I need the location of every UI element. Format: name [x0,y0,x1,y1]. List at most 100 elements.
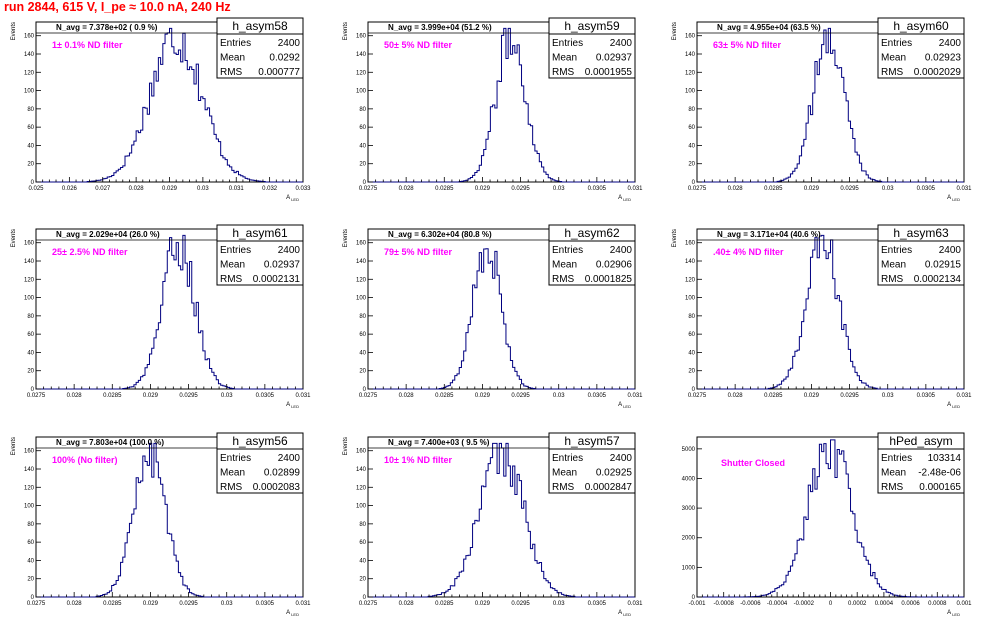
stats-key-rms: RMS [220,274,243,285]
y-tick-label: 5000 [682,447,696,453]
x-tick-label: 0.029 [804,186,820,192]
histogram-line [36,27,303,183]
plot-frame [35,436,304,598]
y-tick-label: 2000 [682,536,696,542]
y-tick-label: 40 [359,350,366,356]
histogram-panel-h_asym60: 0.0275 0.028 0.0285 0.029 0.0295 0.03 0.0305 0.… [672,17,972,202]
filter-annotation: 63± 5% ND filter [713,40,781,50]
y-tick-label: 140 [24,259,35,265]
stats-box [877,224,965,286]
x-tick-label: 0.03 [882,393,894,399]
y-tick-label: 60 [27,332,34,338]
stats-key-rms: RMS [881,67,904,78]
x-tick-label: 0.031 [295,393,311,399]
plot-frame [35,228,304,390]
stats-box [548,17,636,79]
stats-key-mean: Mean [220,260,245,271]
stats-title: h_asym57 [564,434,620,448]
panel-grid: 0.025 0.026 0.027 0.028 0.029 0.03 0.031 0.032 0… [11,17,972,617]
y-tick-label: 140 [356,52,367,58]
y-tick-label: 160 [24,241,35,247]
y-tick-label: 0 [692,595,696,601]
stats-value-mean: 0.02915 [925,260,962,271]
plot-frame [367,21,636,183]
y-tick-label: 0 [363,180,367,186]
y-tick-label: 40 [359,143,366,149]
navg-label: N_avg = 3.999e+04 (51.2 %) [388,23,492,32]
stats-value-rms: 0.0002083 [253,482,301,493]
x-tick-label: 0.0295 [840,186,859,192]
x-tick-label: 0.001 [956,601,972,607]
stats-title: h_asym58 [232,19,288,33]
x-tick-label: 0.0275 [359,186,378,192]
y-tick-label: 100 [24,296,35,302]
stats-key-entries: Entries [220,245,251,256]
stats-value-entries: 2400 [278,245,301,256]
stats-box [216,224,304,286]
stats-value-rms: 0.000165 [919,482,961,493]
x-tick-label: 0.031 [956,393,972,399]
stats-title: h_asym63 [893,226,949,240]
x-tick-label: 0.0275 [688,393,707,399]
y-tick-label: 140 [24,52,35,58]
stats-key-mean: Mean [881,260,906,271]
x-axis-title: A LED [286,195,299,202]
x-tick-label: 0.03 [553,393,565,399]
y-tick-label: 20 [27,369,34,375]
x-tick-label: 0.026 [62,186,78,192]
y-tick-label: 80 [359,314,366,320]
y-tick-label: 120 [685,277,696,283]
stats-title: h_asym62 [564,226,620,240]
y-tick-label: 140 [356,467,367,473]
x-axis-title: A LED [947,610,960,617]
stats-key-mean: Mean [552,53,577,64]
y-tick-label: 120 [24,277,35,283]
x-tick-label: 0.028 [399,601,415,607]
y-tick-label: 120 [356,277,367,283]
x-tick-label: 0.03 [221,601,233,607]
y-tick-label: 160 [685,241,696,247]
x-tick-label: 0.03 [553,601,565,607]
x-tick-label: 0.0305 [256,393,275,399]
x-tick-label: 0.028 [728,393,744,399]
y-tick-label: 80 [359,107,366,113]
x-tick-label: 0.03 [221,393,233,399]
stats-box [877,432,965,494]
histogram-panel-h_asym59: 0.0275 0.028 0.0285 0.029 0.0295 0.03 0.0305 0.… [343,17,643,202]
y-tick-label: 20 [359,577,366,583]
y-tick-label: 160 [685,34,696,40]
stats-value-entries: 2400 [939,38,962,49]
stats-key-entries: Entries [220,38,251,49]
x-tick-label: 0.029 [475,393,491,399]
plot-frame [367,228,636,390]
stats-value-entries: 2400 [939,245,962,256]
y-tick-label: 160 [24,34,35,40]
x-axis-title: A LED [618,402,631,409]
navg-label: N_avg = 4.955e+04 (63.5 %) [717,23,821,32]
y-tick-label: 80 [688,107,695,113]
navg-label: N_avg = 3.171e+04 (40.6 %) [717,230,821,239]
x-tick-label: 0.031 [627,186,643,192]
stats-key-entries: Entries [552,245,583,256]
x-axis-title: A LED [618,195,631,202]
x-tick-label: 0.0295 [179,393,198,399]
y-tick-label: 0 [363,595,367,601]
y-tick-label: 100 [24,504,35,510]
filter-annotation: 10± 1% ND filter [384,455,452,465]
x-tick-label: 0.0275 [359,393,378,399]
y-tick-label: 40 [27,143,34,149]
histogram-panel-h_asym57: 0.0275 0.028 0.0285 0.029 0.0295 0.03 0.0305 0.… [343,432,643,617]
y-tick-label: 0 [363,387,367,393]
x-tick-label: 0.0285 [435,393,454,399]
x-tick-label: 0.0305 [588,601,607,607]
stats-title: h_asym61 [232,226,288,240]
x-tick-label: 0.0285 [435,186,454,192]
stats-key-entries: Entries [881,245,912,256]
y-tick-label: 60 [359,125,366,131]
x-tick-label: -0.0004 [767,601,788,607]
filter-annotation: 100% (No filter) [52,455,118,465]
stats-key-entries: Entries [881,38,912,49]
stats-key-entries: Entries [881,453,912,464]
x-tick-label: 0.029 [804,393,820,399]
x-tick-label: 0.0305 [917,186,936,192]
